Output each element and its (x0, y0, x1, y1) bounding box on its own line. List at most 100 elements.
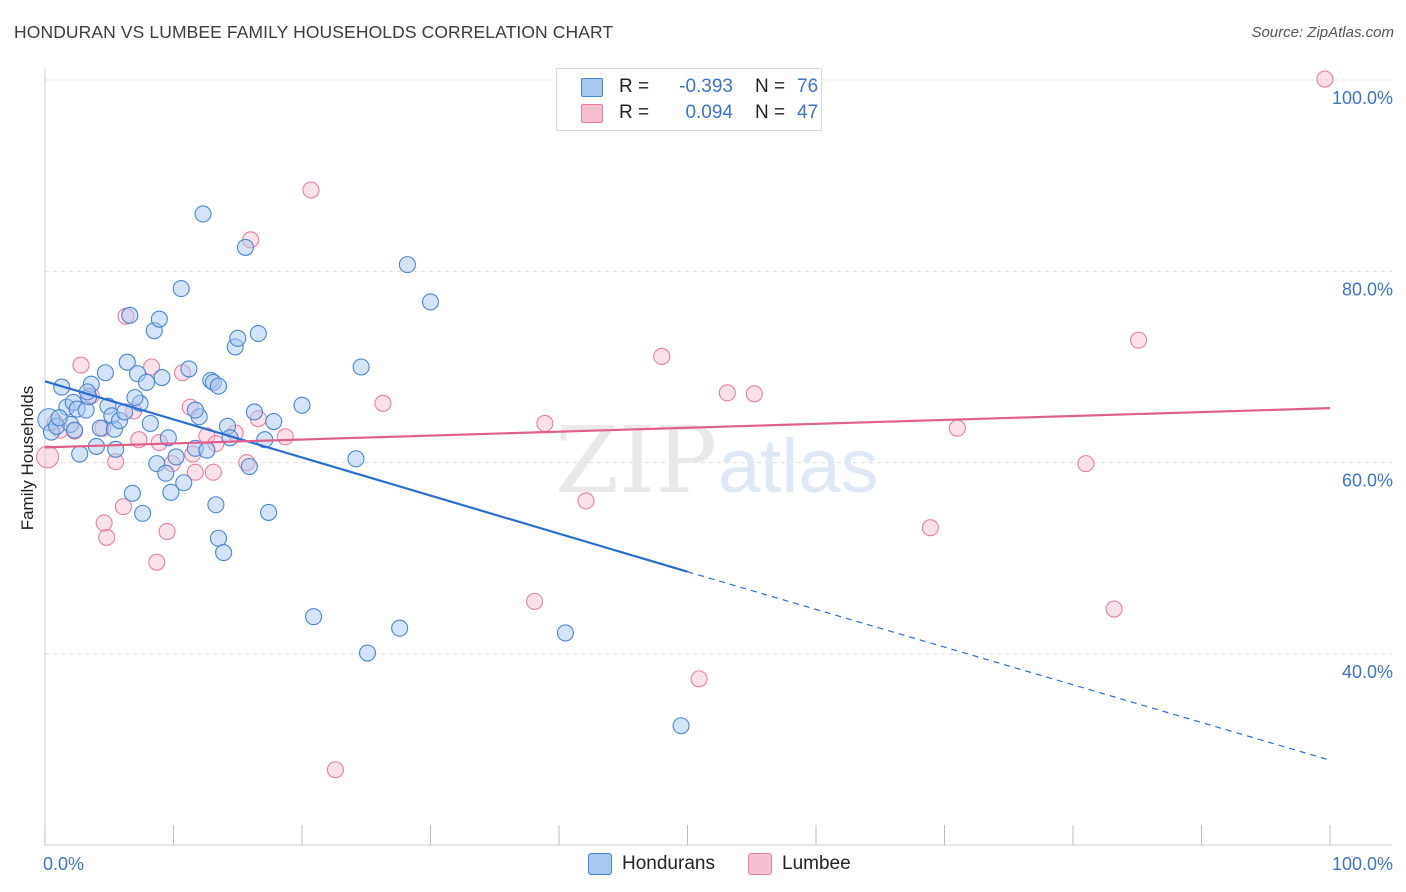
honduran-point (141, 414, 159, 432)
lumbee-point (204, 463, 222, 481)
honduran-point (293, 396, 311, 414)
x-tick-label: 100.0% (1332, 854, 1393, 874)
honduran-point (126, 389, 144, 407)
lumbee-point (95, 514, 113, 532)
lumbee-point (1316, 70, 1334, 88)
honduran-point (207, 496, 225, 514)
watermark-atlas: atlas (718, 424, 879, 509)
honduran-point (260, 503, 278, 521)
honduran-point (150, 310, 168, 328)
lumbee-point (148, 553, 166, 571)
honduran-point (134, 504, 152, 522)
legend-n-label: N = (755, 102, 786, 123)
legend-r-label: R = (619, 76, 650, 97)
lumbee-point (718, 384, 736, 402)
hondurans-trend-extension (687, 571, 1331, 761)
honduran-point (50, 409, 68, 427)
honduran-point (118, 353, 136, 371)
hondurans-trend-line (44, 380, 688, 573)
honduran-point (209, 529, 228, 547)
legend-n-value: 47 (797, 102, 819, 123)
honduran-point (240, 457, 258, 476)
honduran-point (672, 717, 690, 735)
watermark-zip: ZIP (555, 407, 717, 514)
honduran-point (162, 483, 180, 501)
honduran-point (245, 403, 264, 421)
y-tick-label: 80.0% (1342, 279, 1393, 299)
honduran-point (159, 429, 177, 447)
lumbee-point (98, 528, 116, 546)
honduran-point (358, 644, 377, 662)
honduran-point (556, 624, 574, 642)
legend-n-value: 76 (797, 76, 819, 97)
lumbee-point (158, 522, 176, 541)
honduran-point (66, 421, 84, 439)
y-axis-title: Family Households (18, 386, 37, 531)
lumbee-point (690, 670, 708, 688)
lumbee-point (577, 492, 595, 510)
honduran-point (249, 324, 267, 343)
y-tick-label: 100.0% (1332, 88, 1393, 108)
honduran-point (123, 484, 141, 502)
legend-n-label: N = (755, 76, 786, 97)
bottom-legend-lumbee: Lumbee (748, 851, 851, 877)
bottom-legend-label: Hondurans (622, 853, 715, 874)
legend-r-value: 0.094 (685, 102, 733, 123)
honduran-point (421, 293, 440, 311)
honduran-point (347, 450, 365, 468)
lumbee-point (326, 761, 344, 779)
axes (44, 68, 1392, 846)
x-tick-label: 0.0% (43, 854, 84, 874)
legend-r-value: -0.393 (679, 76, 733, 97)
trend-lines (44, 380, 1331, 761)
source-label: Source: ZipAtlas.com (1251, 24, 1394, 41)
honduran-point (186, 401, 204, 419)
honduran-point (91, 419, 109, 437)
honduran-point (167, 448, 185, 466)
chart-title: HONDURAN VS LUMBEE FAMILY HOUSEHOLDS COR… (14, 22, 614, 42)
y-tick-label: 60.0% (1342, 471, 1393, 491)
lumbee-point (1105, 600, 1123, 618)
legend-r-label: R = (619, 102, 650, 123)
lumbee-point (653, 347, 671, 366)
legend-swatch-pink (581, 103, 603, 123)
lumbee-point (143, 358, 161, 376)
honduran-point (265, 412, 283, 431)
bottom-legend-swatch-pink (748, 853, 772, 875)
lumbee-point (276, 428, 294, 446)
hondurans-points (37, 205, 690, 735)
honduran-point (215, 544, 233, 562)
honduran-point (194, 205, 212, 223)
honduran-point (153, 368, 171, 387)
lumbee-point (921, 519, 939, 537)
legend-swatch-blue (581, 77, 603, 97)
lumbee-point (36, 445, 60, 469)
watermark: ZIP atlas (555, 407, 879, 514)
honduran-point (172, 280, 190, 298)
legend-row-lumbee: R = 0.094 N = 47 (581, 100, 818, 126)
honduran-point (180, 360, 198, 378)
bottom-legend-label: Lumbee (782, 853, 851, 874)
lumbee-point (114, 498, 132, 516)
lumbee-point (948, 419, 966, 437)
honduran-point (398, 256, 416, 274)
honduran-point (391, 619, 409, 637)
honduran-point (198, 441, 216, 459)
honduran-point (96, 364, 114, 382)
bottom-legend-swatch-blue (588, 853, 612, 875)
tick-labels: 40.0% 60.0% 80.0% 100.0% 0.0% 100.0% (43, 88, 1393, 874)
grid-lines (45, 79, 1392, 655)
honduran-point (236, 238, 255, 256)
honduran-point (121, 306, 139, 324)
lumbee-point (374, 394, 392, 412)
honduran-point (352, 358, 370, 376)
honduran-point (305, 608, 323, 626)
lumbee-point (302, 181, 320, 199)
y-tick-label: 40.0% (1342, 662, 1393, 682)
lumbee-point (536, 414, 554, 432)
lumbee-point (1129, 331, 1148, 349)
honduran-point (209, 377, 228, 395)
lumbee-point (72, 356, 90, 374)
bottom-legend-hondurans: Hondurans (588, 851, 715, 877)
